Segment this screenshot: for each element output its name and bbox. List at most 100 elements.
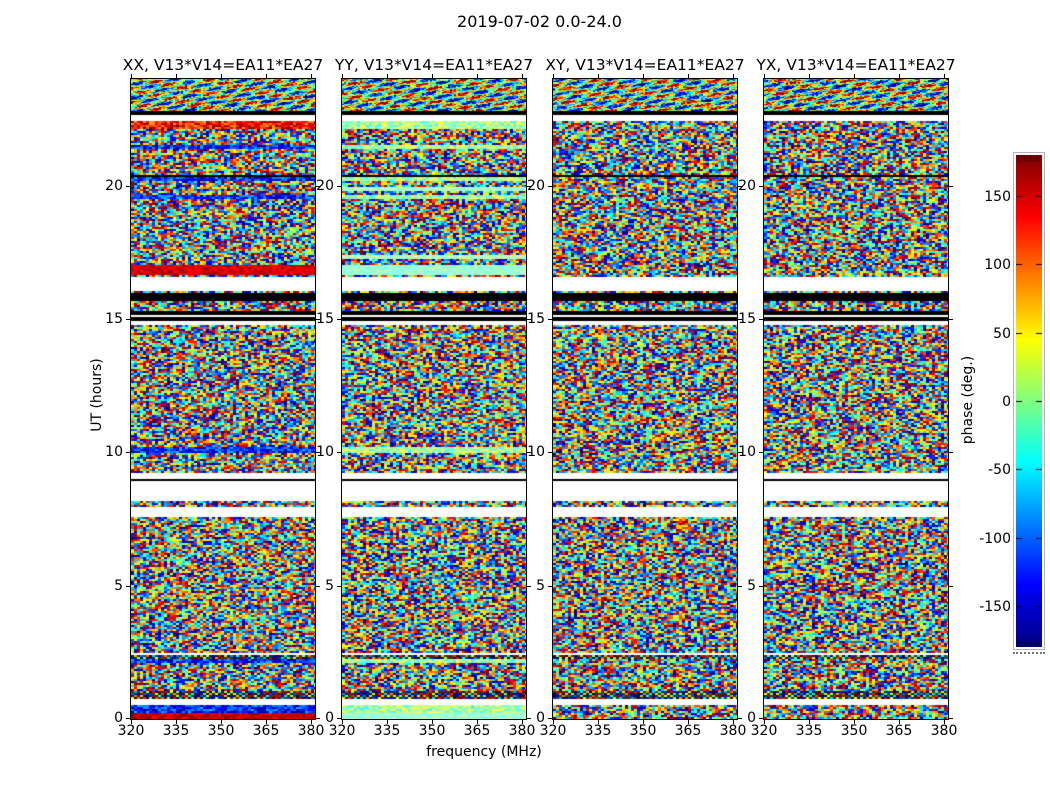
panel-title-yy: YY, V13*V14=EA11*EA27: [334, 56, 534, 74]
x-tick-label: 335: [584, 723, 612, 739]
x-tick: [342, 74, 343, 78]
x-tick: [176, 74, 177, 78]
colorbar-tick-label: 0: [1002, 394, 1011, 410]
heatmap-canvas-yy: [342, 79, 526, 719]
x-tick: [899, 74, 900, 78]
y-tick: [949, 586, 953, 587]
x-tick: [643, 74, 644, 78]
x-tick: [553, 74, 554, 78]
y-tick: [759, 718, 763, 719]
x-tick-label: 335: [795, 723, 823, 739]
x-tick-label: 350: [840, 723, 868, 739]
y-tick: [126, 319, 130, 320]
x-tick: [221, 720, 222, 724]
x-tick: [477, 720, 478, 724]
y-tick-label: 5: [536, 578, 545, 594]
panel-title-yx: YX, V13*V14=EA11*EA27: [756, 56, 956, 74]
colorbar-tick-label: -100: [979, 531, 1011, 547]
x-tick-label: 365: [463, 723, 491, 739]
y-tick: [337, 452, 341, 453]
x-tick: [944, 720, 945, 724]
x-tick-label: 365: [252, 723, 280, 739]
y-tick: [738, 718, 742, 719]
x-tick: [854, 720, 855, 724]
y-tick: [337, 718, 341, 719]
y-tick: [949, 452, 953, 453]
y-tick-label: 15: [316, 311, 334, 327]
y-tick: [527, 319, 531, 320]
y-tick: [548, 319, 552, 320]
x-tick: [809, 720, 810, 724]
y-tick: [337, 586, 341, 587]
y-tick-label: 20: [738, 178, 756, 194]
y-tick: [337, 319, 341, 320]
heatmap-panel-yy: [341, 78, 527, 720]
y-tick: [949, 319, 953, 320]
y-tick-label: 5: [114, 578, 123, 594]
y-tick-label: 0: [114, 710, 123, 726]
y-tick-label: 10: [527, 444, 545, 460]
y-tick-label: 10: [105, 444, 123, 460]
x-tick-label: 380: [930, 723, 958, 739]
x-tick-label: 380: [719, 723, 747, 739]
y-tick: [759, 586, 763, 587]
y-tick: [316, 452, 320, 453]
x-tick: [522, 720, 523, 724]
y-tick: [316, 186, 320, 187]
colorbar-tick-label: -50: [988, 462, 1011, 478]
x-tick: [432, 74, 433, 78]
heatmap-panel-xy: [552, 78, 738, 720]
x-tick: [342, 720, 343, 724]
x-tick-label: 350: [207, 723, 235, 739]
y-tick: [337, 186, 341, 187]
x-tick: [598, 74, 599, 78]
y-tick-label: 0: [325, 710, 334, 726]
x-tick: [688, 720, 689, 724]
y-tick-label: 15: [105, 311, 123, 327]
y-tick: [126, 586, 130, 587]
x-tick-label: 335: [162, 723, 190, 739]
x-tick-label: 380: [297, 723, 325, 739]
x-tick: [809, 74, 810, 78]
y-tick-label: 10: [316, 444, 334, 460]
y-tick-label: 0: [747, 710, 756, 726]
figure-title: 2019-07-02 0.0-24.0: [457, 12, 622, 31]
x-tick-label: 320: [750, 723, 778, 739]
x-tick: [387, 720, 388, 724]
y-tick-label: 20: [105, 178, 123, 194]
y-tick: [759, 319, 763, 320]
x-tick: [643, 720, 644, 724]
x-tick: [733, 720, 734, 724]
y-tick: [316, 586, 320, 587]
colorbar-canvas: [1016, 155, 1042, 647]
x-tick: [131, 74, 132, 78]
heatmap-panel-yx: [763, 78, 949, 720]
y-tick: [738, 586, 742, 587]
x-tick-label: 365: [885, 723, 913, 739]
x-axis-label: frequency (MHz): [426, 744, 542, 760]
y-tick: [738, 186, 742, 187]
x-tick: [131, 720, 132, 724]
x-tick: [688, 74, 689, 78]
y-tick: [527, 452, 531, 453]
y-tick: [527, 586, 531, 587]
panel-title-xx: XX, V13*V14=EA11*EA27: [122, 56, 324, 74]
x-tick: [598, 720, 599, 724]
x-tick: [733, 74, 734, 78]
x-tick: [899, 720, 900, 724]
x-tick: [387, 74, 388, 78]
x-tick: [764, 74, 765, 78]
x-tick: [764, 720, 765, 724]
y-tick: [126, 718, 130, 719]
x-tick: [854, 74, 855, 78]
y-tick: [316, 718, 320, 719]
x-tick-label: 335: [373, 723, 401, 739]
y-tick: [548, 586, 552, 587]
x-tick-label: 350: [418, 723, 446, 739]
y-tick: [126, 452, 130, 453]
y-tick-label: 0: [536, 710, 545, 726]
heatmap-panel-xx: [130, 78, 316, 720]
x-tick: [176, 720, 177, 724]
x-tick: [553, 720, 554, 724]
